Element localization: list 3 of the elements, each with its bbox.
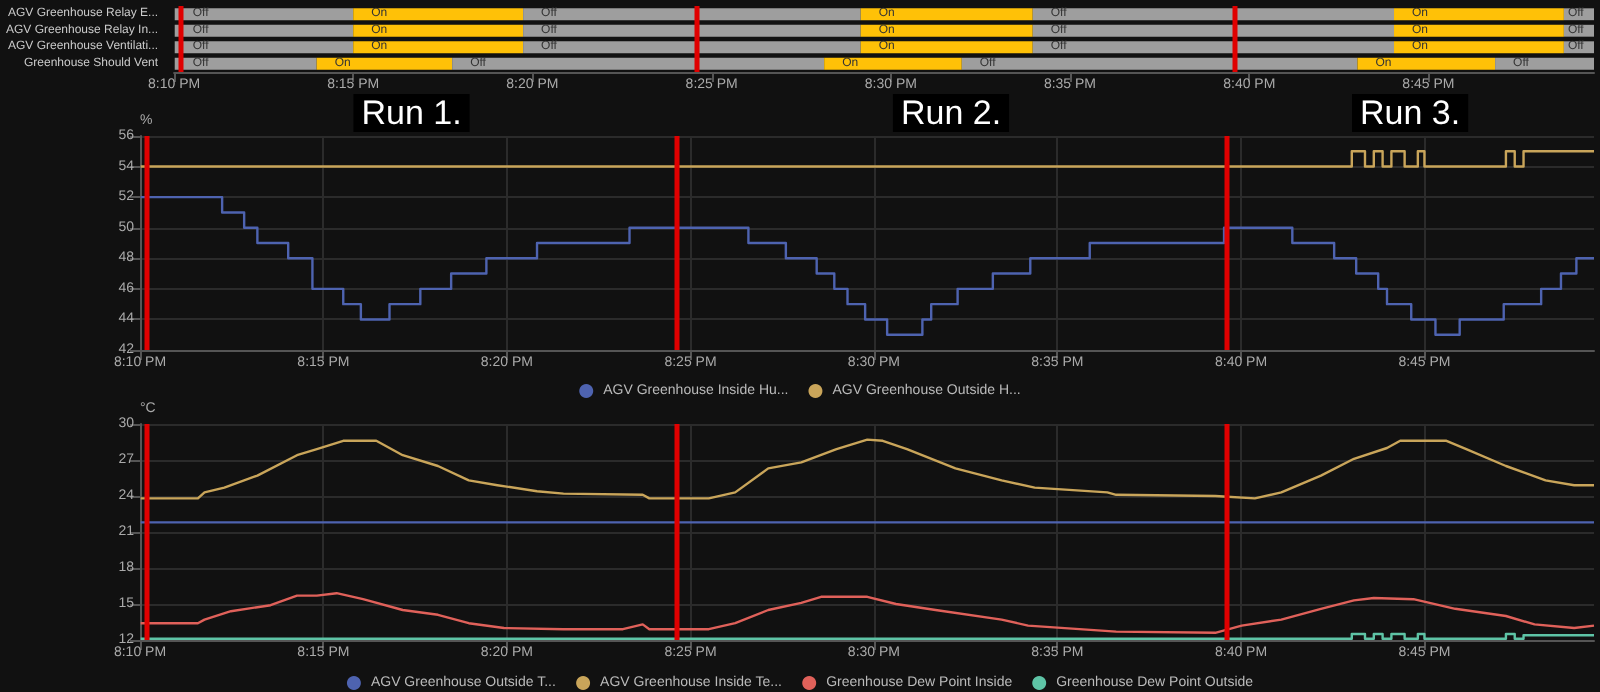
text: Run 2. bbox=[900, 94, 1002, 132]
text: Run 3. bbox=[1360, 94, 1461, 132]
text: Run 1. bbox=[361, 94, 462, 132]
